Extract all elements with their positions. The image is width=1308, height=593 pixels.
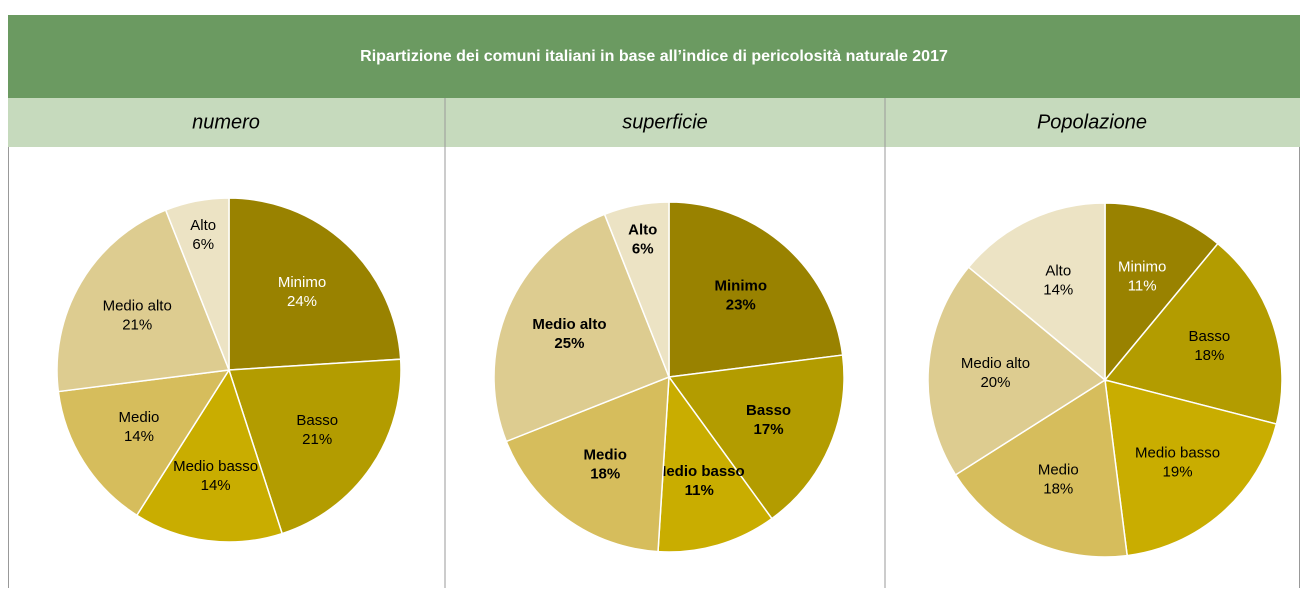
pie-slice bbox=[967, 202, 1106, 382]
pie-slice bbox=[667, 354, 845, 520]
slice-value-label: 11% bbox=[685, 482, 714, 499]
slice-value-label: 18% bbox=[1194, 347, 1224, 364]
pie-slice bbox=[135, 368, 284, 543]
pie-slice bbox=[603, 201, 670, 378]
pie-slice bbox=[228, 197, 402, 371]
chart-title: superficie bbox=[622, 111, 708, 133]
slice-category: Minimo bbox=[278, 274, 326, 291]
slice-category: Medio bbox=[584, 447, 627, 464]
title-bar bbox=[8, 15, 1300, 98]
slice-value-label: 14% bbox=[201, 477, 231, 494]
slice-value-label: 23% bbox=[726, 297, 756, 314]
slice-value-label: 18% bbox=[1043, 480, 1073, 497]
slice-value-label: 21% bbox=[122, 317, 152, 334]
slice-category: Medio basso bbox=[1135, 444, 1220, 461]
slice-category: Minimo bbox=[1118, 259, 1166, 276]
pie-slice bbox=[1103, 242, 1283, 425]
table-borders bbox=[8, 98, 1300, 588]
slice-category: Medio bbox=[119, 409, 160, 426]
slice-category: Medio basso bbox=[173, 458, 258, 475]
title: Ripartizione dei comuni italiani in base… bbox=[360, 48, 948, 65]
slice-category: Alto bbox=[190, 217, 216, 234]
slice-category: Medio bbox=[1038, 461, 1079, 478]
slice-value-label: 6% bbox=[192, 236, 214, 253]
slice-category: Medio basso bbox=[654, 463, 745, 480]
pie-slice bbox=[927, 266, 1107, 476]
slice-category: Medio alto bbox=[532, 316, 606, 333]
slice-value-label: 24% bbox=[287, 293, 317, 310]
slice-category: Alto bbox=[628, 221, 657, 238]
slice-category: Basso bbox=[296, 412, 338, 429]
slice-value-label: 18% bbox=[590, 466, 620, 483]
slice-category: Medio alto bbox=[103, 298, 172, 315]
column-header-row bbox=[8, 98, 1300, 147]
pie-slice bbox=[1104, 378, 1278, 557]
pie-slice bbox=[227, 358, 402, 535]
slice-value-label: 19% bbox=[1163, 463, 1193, 480]
pie-slice bbox=[56, 209, 231, 393]
slice-category: Medio alto bbox=[961, 355, 1030, 372]
slice-value-label: 17% bbox=[754, 421, 784, 438]
chart-title: numero bbox=[192, 111, 260, 133]
slice-value-label: 20% bbox=[980, 374, 1010, 391]
slice-category: Minimo bbox=[715, 278, 768, 295]
slice-value-label: 14% bbox=[1043, 282, 1073, 299]
pie-slice bbox=[57, 369, 231, 517]
slice-value-label: 6% bbox=[632, 240, 654, 257]
slice-category: Alto bbox=[1045, 263, 1071, 280]
pie-slice bbox=[493, 213, 670, 443]
pie-slice bbox=[164, 197, 230, 371]
pie-slice bbox=[1104, 202, 1219, 383]
slice-value-label: 25% bbox=[554, 335, 584, 352]
slice-category: Basso bbox=[1189, 328, 1231, 345]
pie-slice bbox=[668, 201, 844, 378]
slice-value-label: 11% bbox=[1128, 278, 1157, 295]
pie-slice bbox=[954, 378, 1129, 558]
chart-title: Popolazione bbox=[1037, 111, 1147, 133]
slice-category: Basso bbox=[746, 402, 791, 419]
slice-value-label: 21% bbox=[302, 431, 332, 448]
slice-value-label: 14% bbox=[124, 428, 154, 445]
pie-slice bbox=[505, 375, 670, 553]
pie-slice bbox=[657, 374, 773, 553]
